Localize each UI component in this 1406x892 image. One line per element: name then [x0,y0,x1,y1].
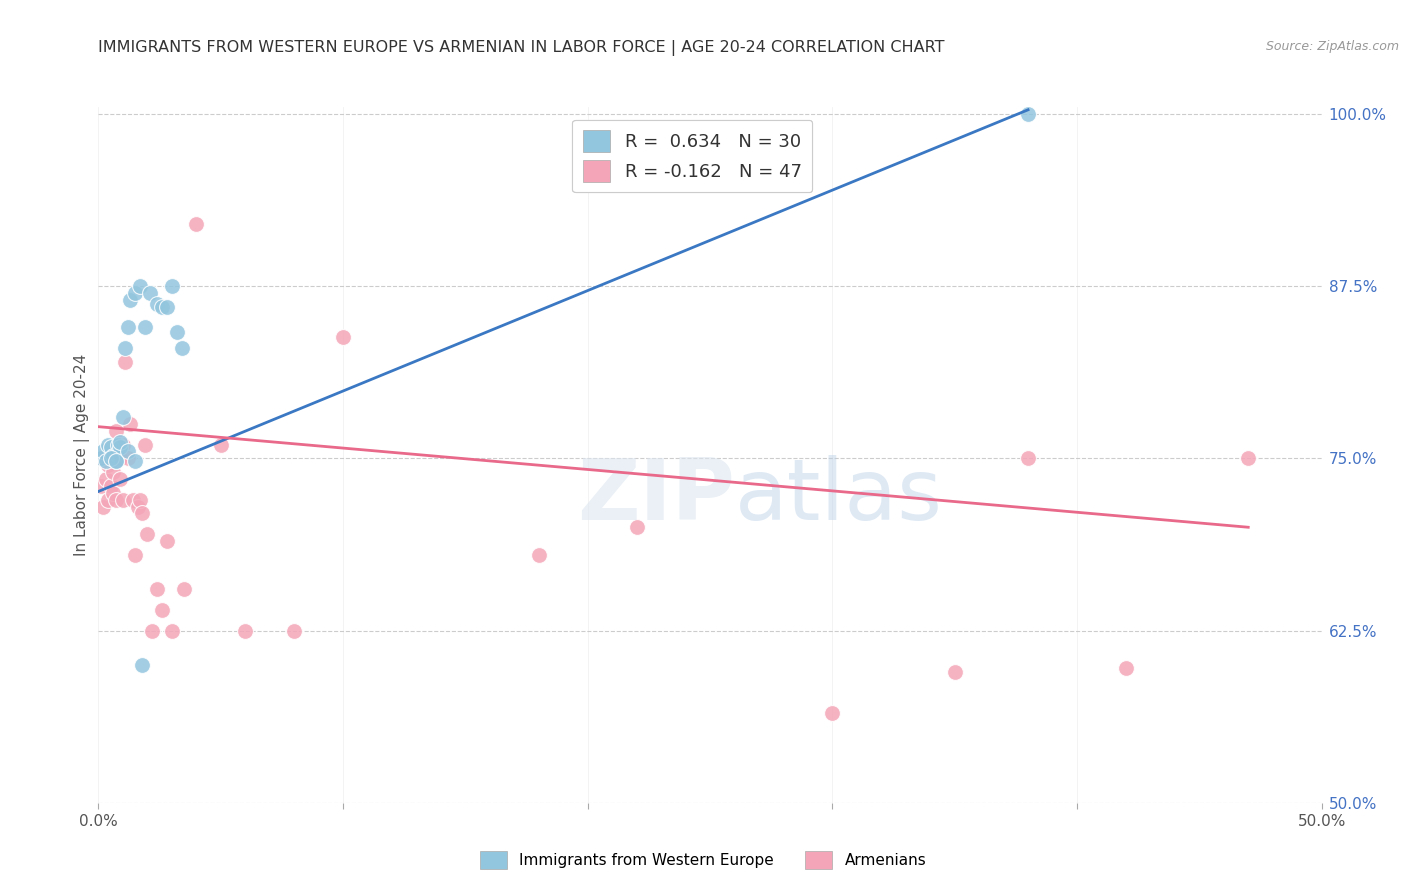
Point [156,300,179,314]
Point [100,441,122,455]
Text: ZIP: ZIP [576,455,734,538]
Point [124,548,146,562]
Point [110,472,132,486]
Point [1115,661,1137,675]
Point [131,507,153,521]
Point [626,520,648,534]
Point [104,492,127,507]
Point [97,458,120,473]
Point [120,417,142,431]
Point [107,449,129,463]
Point [121,492,143,507]
Point [100,451,122,466]
Point [90,479,112,493]
Point [134,320,156,334]
Point [209,437,232,451]
Point [90,451,112,466]
Point [114,355,136,369]
Point [129,279,152,293]
Point [104,454,127,468]
Legend: R =  0.634   N = 30, R = -0.162   N = 47: R = 0.634 N = 30, R = -0.162 N = 47 [572,120,813,193]
Point [166,325,188,339]
Point [101,465,124,479]
Point [110,441,132,455]
Point [94,451,117,466]
Point [141,624,163,638]
Point [104,454,127,468]
Point [101,485,124,500]
Point [94,454,117,468]
Point [160,279,183,293]
Point [94,472,117,486]
Point [120,293,142,307]
Point [160,624,183,638]
Point [91,500,114,514]
Point [90,451,112,466]
Y-axis label: In Labor Force | Age 20-24: In Labor Force | Age 20-24 [75,354,90,556]
Point [233,624,256,638]
Point [127,500,149,514]
Point [283,624,305,638]
Point [107,437,129,451]
Point [111,437,134,451]
Point [173,582,195,597]
Point [111,492,134,507]
Point [129,492,152,507]
Text: atlas: atlas [734,455,942,538]
Point [117,320,139,334]
Text: Source: ZipAtlas.com: Source: ZipAtlas.com [1265,40,1399,54]
Point [100,451,122,466]
Point [107,437,129,451]
Point [110,434,132,449]
Point [110,451,132,466]
Point [332,330,354,344]
Point [104,424,127,438]
Point [131,658,153,673]
Point [139,286,162,301]
Point [124,454,146,468]
Point [146,297,169,311]
Point [150,603,173,617]
Point [117,444,139,458]
Point [114,341,136,355]
Point [150,300,173,314]
Point [136,527,159,541]
Point [821,706,844,721]
Point [170,341,193,355]
Legend: Immigrants from Western Europe, Armenians: Immigrants from Western Europe, Armenian… [474,845,932,875]
Point [186,217,208,231]
Point [146,582,169,597]
Point [943,665,966,679]
Point [101,449,124,463]
Point [1017,107,1039,121]
Text: IMMIGRANTS FROM WESTERN EUROPE VS ARMENIAN IN LABOR FORCE | AGE 20-24 CORRELATIO: IMMIGRANTS FROM WESTERN EUROPE VS ARMENI… [98,40,945,56]
Point [124,286,146,301]
Point [134,437,156,451]
Point [527,548,550,562]
Point [97,437,120,451]
Point [97,492,120,507]
Point [1017,451,1039,466]
Point [117,451,139,466]
Point [91,444,114,458]
Point [1237,451,1260,466]
Point [111,410,134,425]
Point [156,534,179,549]
Point [100,479,122,493]
